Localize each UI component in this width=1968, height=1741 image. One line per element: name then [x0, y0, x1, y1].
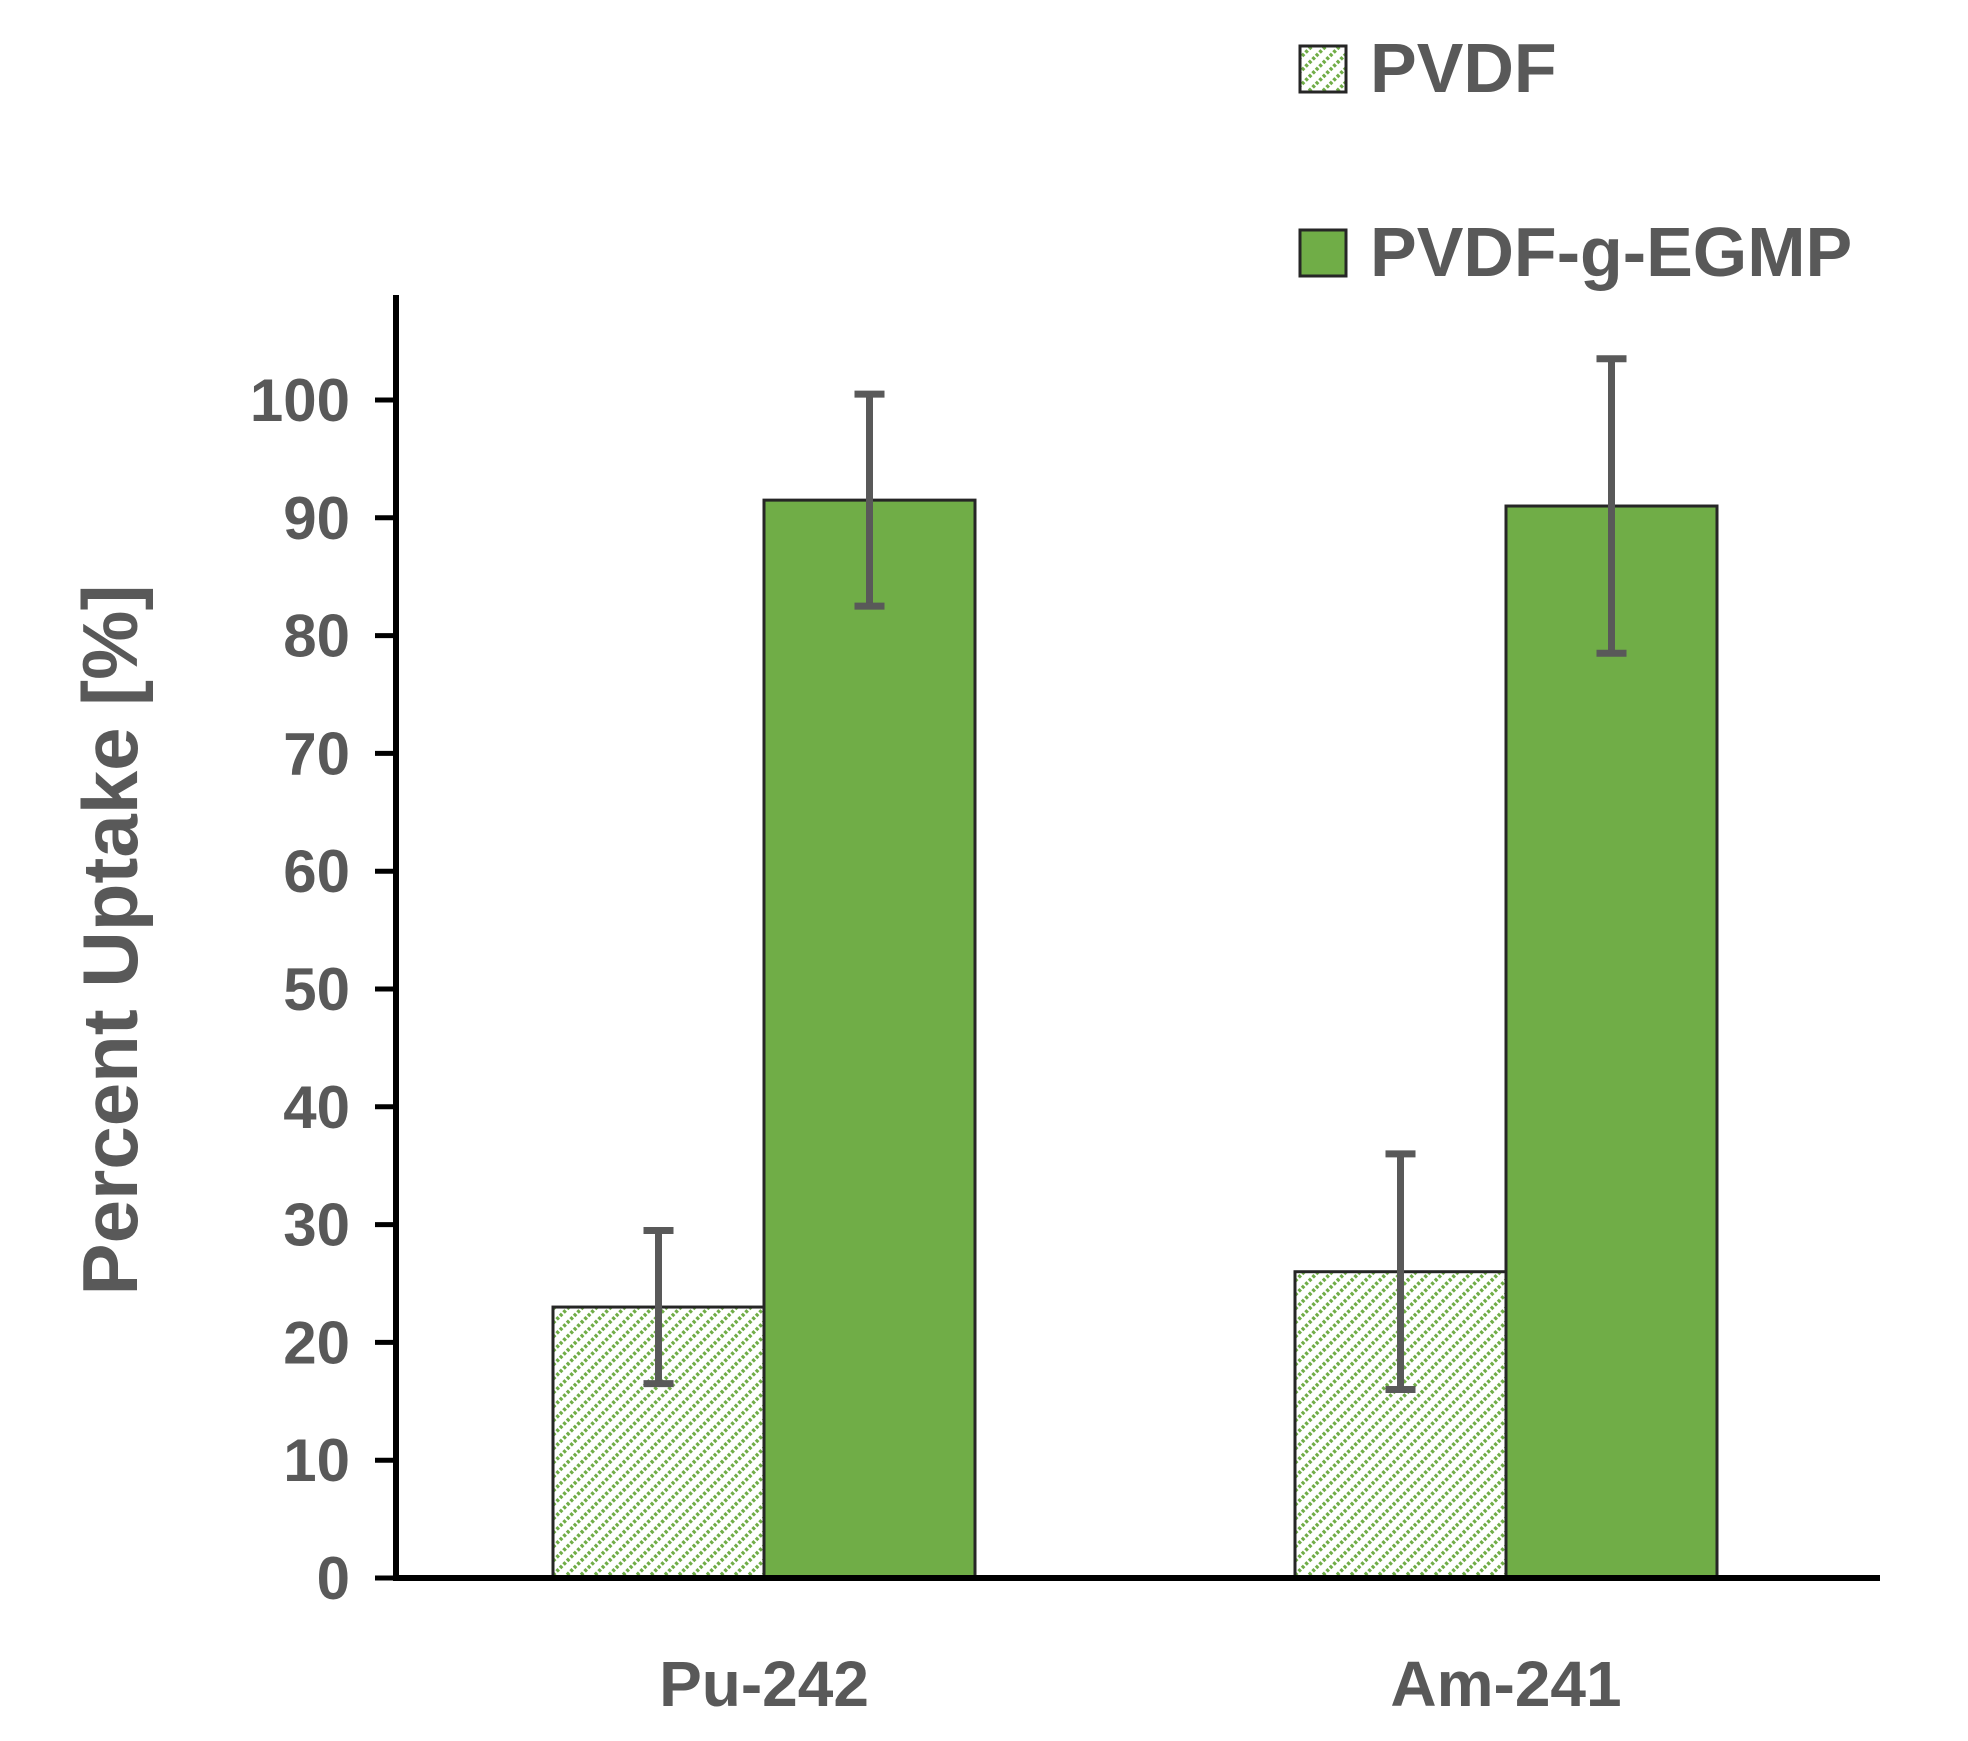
- x-category-label-pu-242: Pu-242: [659, 1648, 869, 1720]
- y-axis-title: Percent Uptake [%]: [66, 585, 154, 1296]
- y-tick-label-0: 0: [317, 1545, 350, 1612]
- legend: PVDF PVDF-g-EGMP: [1298, 29, 1852, 291]
- y-tick-label-70: 70: [283, 720, 350, 787]
- y-tick-label-80: 80: [283, 603, 350, 670]
- legend-swatch-pvdf-g-egmp: [1298, 228, 1348, 278]
- x-axis-labels: Pu-242 Am-241: [659, 1648, 1622, 1720]
- y-tick-label-20: 20: [283, 1309, 350, 1376]
- bars: [551, 498, 1719, 1580]
- y-tick-label-60: 60: [283, 838, 350, 905]
- y-tick-label-40: 40: [283, 1074, 350, 1141]
- y-tick-label-50: 50: [283, 956, 350, 1023]
- legend-label-pvdf: PVDF: [1370, 29, 1557, 107]
- bar-pu-242-pvdf-g-egmp: [762, 498, 977, 1580]
- legend-label-pvdf-g-egmp: PVDF-g-EGMP: [1370, 213, 1852, 291]
- bar-am-241-pvdf-g-egmp: [1504, 504, 1719, 1580]
- y-tick-label-100: 100: [250, 367, 350, 434]
- legend-swatch-pvdf: [1298, 44, 1348, 94]
- y-tick-label-30: 30: [283, 1192, 350, 1259]
- x-category-label-am-241: Am-241: [1390, 1648, 1621, 1720]
- y-tick-label-10: 10: [283, 1427, 350, 1494]
- y-tick-label-90: 90: [283, 485, 350, 552]
- error-bars: [643, 355, 1627, 1394]
- y-axis-ticks: 0 10 20 30 40 50 60 70 80 90 100: [250, 367, 396, 1612]
